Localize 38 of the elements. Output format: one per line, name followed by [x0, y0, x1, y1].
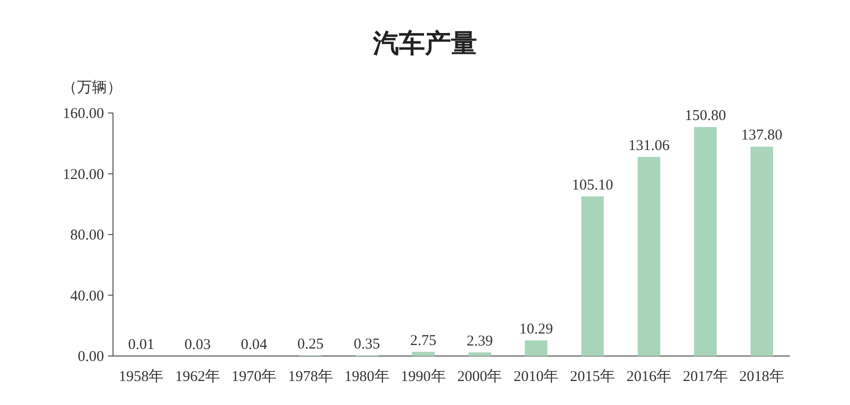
y-tick-label: 120.00	[62, 166, 104, 183]
bar	[468, 352, 491, 356]
x-tick-label: 2015年	[570, 368, 616, 385]
bar	[524, 340, 548, 356]
data-label: 2.39	[466, 333, 493, 350]
x-tick-label: 1990年	[400, 368, 446, 385]
x-tick-label: 1978年	[288, 368, 333, 385]
data-label: 0.04	[240, 336, 268, 353]
y-axis-title: （万辆）	[62, 79, 122, 96]
data-label: 131.06	[628, 138, 670, 154]
bar	[581, 196, 604, 356]
data-label: 150.80	[684, 108, 726, 124]
data-label: 0.01	[128, 336, 154, 353]
chart-title: 汽车产量	[372, 29, 477, 58]
data-label: 10.29	[519, 321, 553, 338]
x-tick-label: 2010年	[514, 368, 559, 385]
x-tick-label: 2000年	[457, 368, 502, 385]
data-label: 137.80	[741, 128, 782, 144]
y-tick-label: 40.00	[70, 288, 104, 304]
x-tick-label: 1980年	[344, 368, 390, 385]
data-label: 105.10	[572, 177, 614, 194]
bar	[412, 352, 435, 356]
x-tick-label: 2016年	[626, 368, 672, 385]
x-tick-label: 1970年	[232, 368, 277, 385]
data-label: 0.35	[354, 336, 380, 352]
y-tick-label: 0.00	[78, 349, 104, 365]
bar	[638, 156, 660, 356]
bar	[750, 146, 774, 356]
data-label: 0.25	[297, 336, 324, 353]
x-tick-label: 1962年	[175, 368, 220, 385]
data-label: 2.75	[410, 332, 436, 349]
x-tick-label: 1958年	[118, 368, 164, 385]
bar	[694, 126, 717, 356]
x-tick-label: 2018年	[739, 368, 784, 385]
x-tick-label: 2017年	[682, 368, 728, 385]
data-label: 0.03	[184, 336, 211, 353]
y-tick-label: 160.00	[62, 106, 104, 122]
y-tick-label: 80.00	[70, 228, 104, 244]
